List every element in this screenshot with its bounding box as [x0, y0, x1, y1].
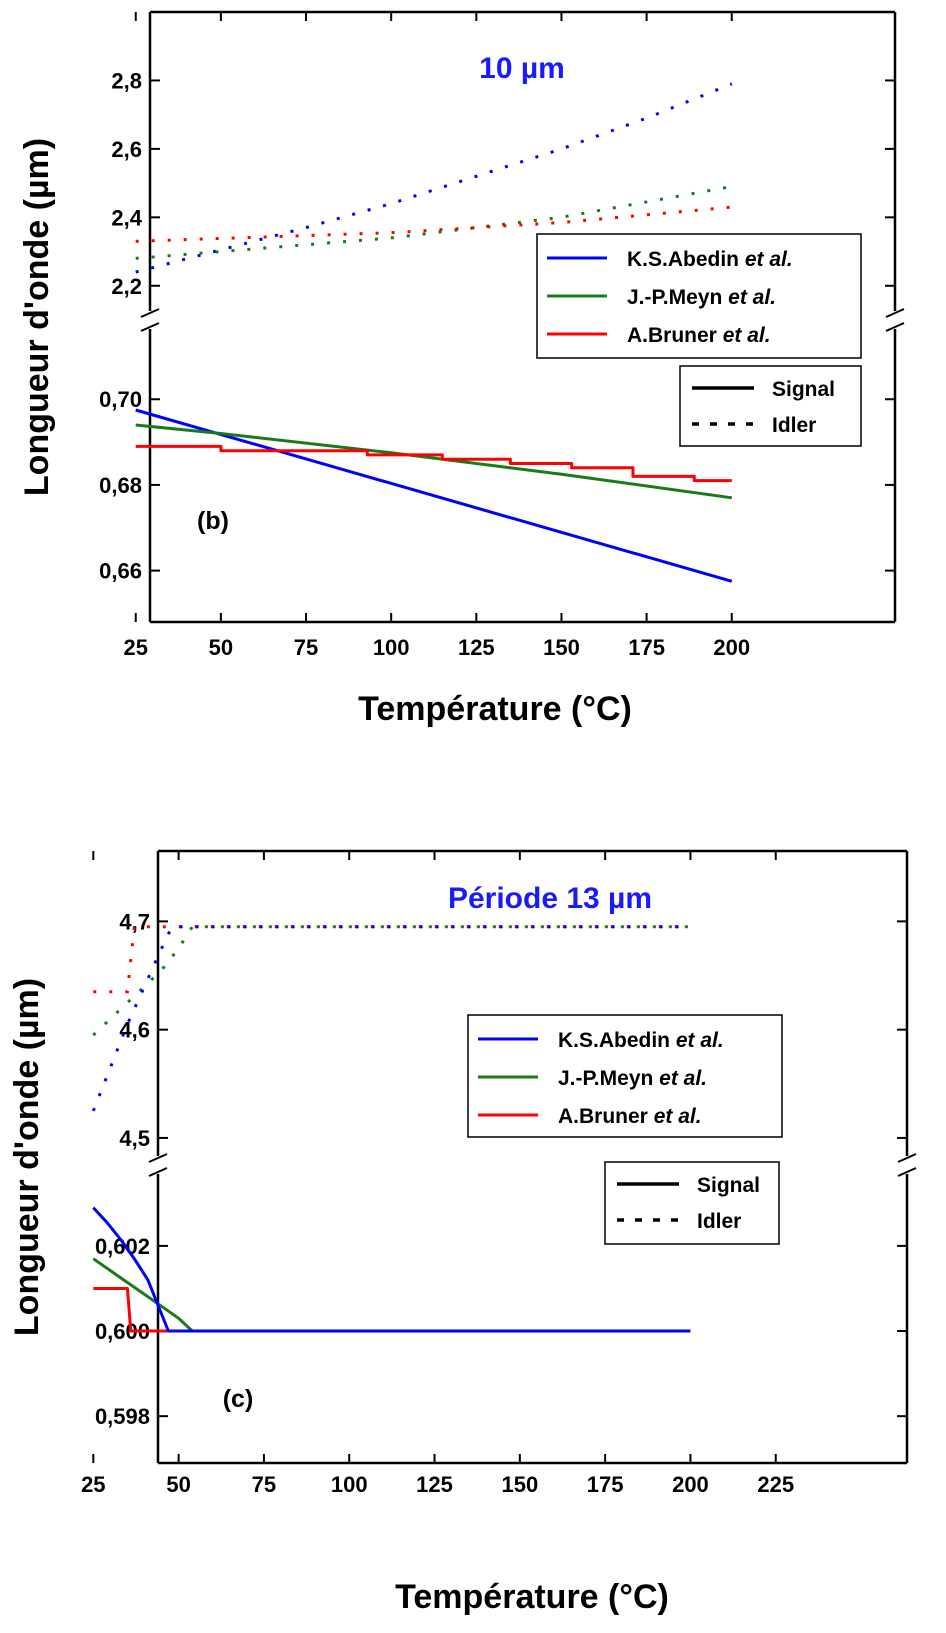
y-tick-label: 0,602 — [95, 1234, 150, 1259]
y-tick-label: 0,68 — [99, 473, 142, 498]
x-tick-label: 50 — [166, 1472, 190, 1497]
signal-line-k-s-abedin — [92, 1206, 691, 1333]
legend-entry-suffix: et al. — [728, 286, 776, 309]
legend-entry-signal: Signal — [697, 1174, 760, 1197]
x-tick-label: 150 — [543, 635, 580, 660]
legend-entry-name: J.-P.Meyn — [558, 1067, 659, 1090]
chart-title: 10 µm — [479, 52, 565, 85]
x-tick-label: 100 — [331, 1472, 368, 1497]
legend-entry-suffix: et al. — [654, 1105, 702, 1128]
y-tick-label: 2,4 — [111, 205, 142, 230]
axis-break-right — [897, 1153, 917, 1177]
chart-panel-1: 25 50 75 100 125 150 175 200 2,2 2,4 2,6 2,8 0,66 0,6… — [18, 10, 905, 728]
y-tick-label: 4,7 — [119, 909, 150, 934]
x-axis-label: Température (°C) — [395, 1578, 669, 1616]
legend-styles: Signal Idler — [679, 365, 862, 447]
chart-panel-2: 25 50 75 100 125 150 175 200 225 4,5 4,6 4,7 0,598 0,… — [8, 849, 917, 1616]
legend-entry-idler: Idler — [772, 414, 816, 437]
legend-entry-signal: Signal — [772, 378, 835, 401]
legend-entry-a-bruner: A.Bruner et al. — [558, 1105, 702, 1128]
x-tick-label: 125 — [458, 635, 495, 660]
x-tick-label: 75 — [252, 1472, 276, 1497]
x-tick-label: 175 — [628, 635, 665, 660]
y-tick-label: 4,6 — [119, 1018, 150, 1043]
y-tick-label: 0,598 — [95, 1404, 150, 1429]
legend-entry-name: J.-P.Meyn — [627, 286, 728, 309]
legend-entry-name: A.Bruner — [627, 324, 723, 347]
idler-line-j-p-meyn — [92, 925, 691, 1037]
legend-entry-name: A.Bruner — [558, 1105, 654, 1128]
axis-break-right — [885, 308, 905, 332]
legend-entry-j-p-meyn: J.-P.Meyn et al. — [558, 1067, 707, 1090]
x-tick-label: 150 — [501, 1472, 538, 1497]
legend-entry-a-bruner: A.Bruner et al. — [627, 324, 771, 347]
legend-entry-name: K.S.Abedin — [558, 1029, 676, 1052]
x-tick-label: 175 — [587, 1472, 624, 1497]
legend-box — [604, 1161, 780, 1245]
x-tick-label: 100 — [373, 635, 410, 660]
legend-entry-suffix: et al. — [676, 1029, 724, 1052]
signal-line-a-bruner — [93, 1287, 691, 1333]
x-tick-label: 200 — [713, 635, 750, 660]
x-tick-label: 25 — [81, 1472, 105, 1497]
legend-entry-j-p-meyn: J.-P.Meyn et al. — [627, 286, 776, 309]
y-tick-label: 0,70 — [99, 387, 142, 412]
legend-entry-suffix: et al. — [723, 324, 771, 347]
idler-line-k-s-abedin — [135, 82, 733, 274]
axis-break-left — [148, 1153, 168, 1177]
chart-title: Période 13 µm — [448, 882, 652, 915]
x-tick-label: 75 — [294, 635, 318, 660]
legend-entry-suffix: et al. — [659, 1067, 707, 1090]
legend-styles: Signal Idler — [604, 1161, 780, 1245]
legend-entry-idler: Idler — [697, 1210, 741, 1233]
x-axis-label: Température (°C) — [358, 690, 632, 728]
x-tick-label: 225 — [757, 1472, 794, 1497]
signal-line-k-s-abedin — [135, 408, 733, 583]
legend-entry-k-s-abedin: K.S.Abedin et al. — [627, 248, 793, 271]
idler-line-j-p-meyn — [135, 185, 733, 260]
y-tick-label: 2,2 — [111, 274, 142, 299]
y-tick-label: 4,5 — [119, 1126, 150, 1151]
legend-series: K.S.Abedin et al.J.-P.Meyn et al.A.Brune… — [536, 233, 862, 359]
legend-entry-name: K.S.Abedin — [627, 248, 745, 271]
x-tick-label: 200 — [672, 1472, 709, 1497]
legend-entry-k-s-abedin: K.S.Abedin et al. — [558, 1029, 724, 1052]
idler-line-a-bruner — [93, 925, 691, 994]
y-tick-label: 2,6 — [111, 137, 142, 162]
signal-line-j-p-meyn — [135, 423, 733, 500]
x-tick-label: 125 — [416, 1472, 453, 1497]
axis-break-left — [140, 308, 160, 332]
y-axis-label: Longueur d'onde (µm) — [8, 978, 46, 1336]
y-axis-label: Longueur d'onde (µm) — [18, 138, 56, 496]
signal-line-j-p-meyn — [92, 1257, 691, 1333]
signal-line-a-bruner — [135, 444, 732, 483]
y-tick-label: 2,8 — [111, 68, 142, 93]
x-tick-label: 50 — [209, 635, 233, 660]
y-tick-label: 0,66 — [99, 559, 142, 584]
x-tick-label: 25 — [124, 635, 148, 660]
panel-label: (b) — [197, 507, 229, 535]
panel-label: (c) — [223, 1385, 254, 1413]
legend-entry-suffix: et al. — [745, 248, 793, 271]
legend-series: K.S.Abedin et al.J.-P.Meyn et al.A.Brune… — [467, 1014, 783, 1138]
legend-box — [679, 365, 862, 447]
